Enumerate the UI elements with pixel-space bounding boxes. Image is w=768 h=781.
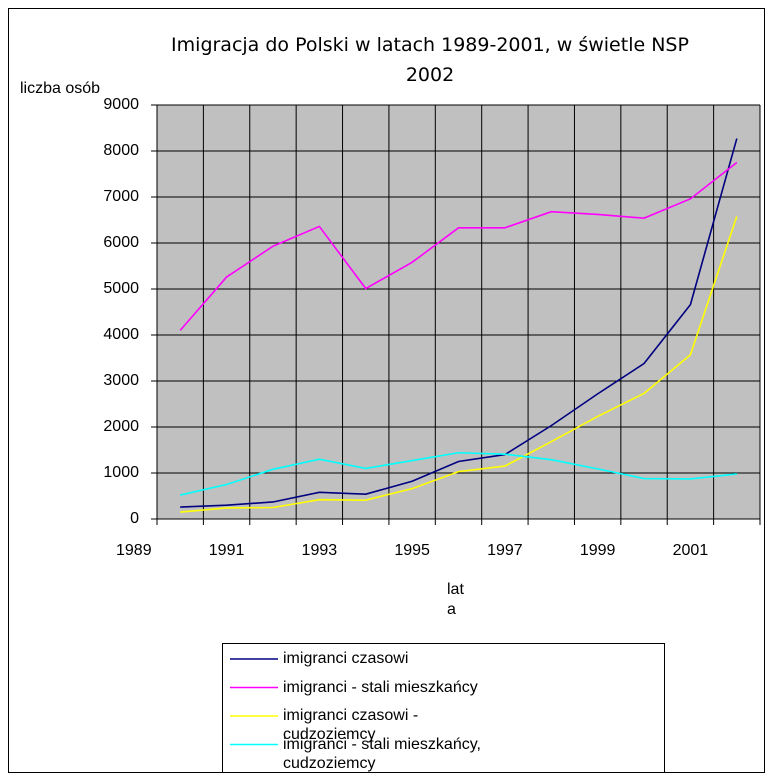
y-tick-label: 4000 bbox=[103, 326, 139, 343]
x-tick-label: 1991 bbox=[209, 542, 245, 559]
x-tick-label: 1989 bbox=[116, 542, 152, 559]
x-tick-label: 1993 bbox=[302, 542, 338, 559]
y-tick-label: 7000 bbox=[103, 188, 139, 205]
x-tick-label: 1997 bbox=[487, 542, 523, 559]
series-line bbox=[180, 138, 738, 508]
y-tick-label: 3000 bbox=[103, 372, 139, 389]
legend-label: imigranci - stali mieszkańcy bbox=[283, 678, 478, 696]
y-tick-label: 5000 bbox=[103, 280, 139, 297]
y-axis-label: liczba osób bbox=[20, 80, 101, 97]
legend-label: imigranci czasowi - cudzoziemcy bbox=[283, 707, 419, 743]
y-tick-label: 6000 bbox=[103, 234, 139, 251]
legend-box bbox=[222, 643, 665, 773]
legend-label: imigranci czasowi bbox=[283, 650, 409, 667]
plot-area bbox=[157, 105, 760, 519]
y-tick-label: 8000 bbox=[103, 142, 139, 159]
series-line bbox=[180, 451, 737, 496]
y-tick-label: 1000 bbox=[103, 464, 139, 481]
series-line bbox=[180, 216, 738, 513]
x-axis-label: lata bbox=[447, 581, 464, 618]
chart-title: Imigracja do Polski w latach 1989-2001, … bbox=[171, 34, 689, 86]
y-tick-label: 0 bbox=[130, 510, 139, 527]
y-tick-label: 2000 bbox=[103, 418, 139, 435]
x-tick-label: 1999 bbox=[580, 542, 616, 559]
x-tick-label: 2001 bbox=[673, 542, 709, 559]
x-tick-label: 1995 bbox=[394, 542, 430, 559]
series-line bbox=[179, 161, 738, 331]
y-tick-label: 9000 bbox=[103, 96, 139, 113]
legend-label: imigranci - stali mieszkańcy, cudzoziemc… bbox=[283, 735, 481, 772]
